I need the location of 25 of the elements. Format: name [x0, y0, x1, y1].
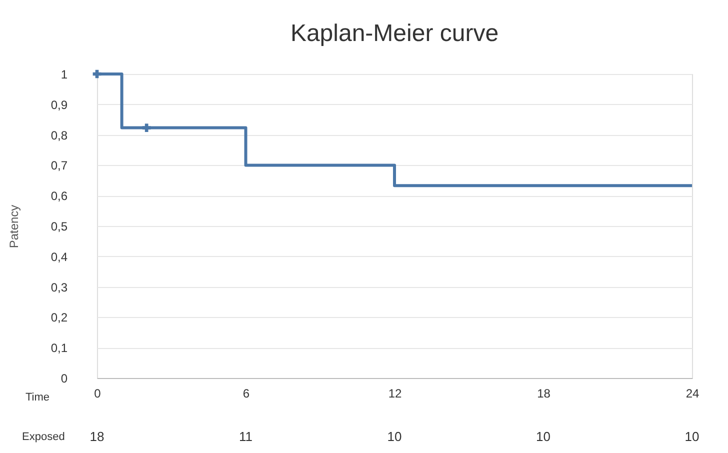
text: 11 [239, 429, 252, 444]
x-tick-label: 18 [537, 386, 551, 400]
y-tick-label: 0,8 [50, 128, 68, 142]
y-tick-label: 1 [60, 68, 68, 82]
x-tick-label: 0 [94, 386, 102, 400]
y-tick-label: 0,3 [50, 280, 68, 294]
y-tick-label: 0,4 [50, 250, 68, 264]
text: Exposed [22, 431, 65, 443]
y-tick-label: 0 [60, 372, 68, 386]
x-tick-label: 6 [242, 386, 250, 400]
y-tick-label: 0,6 [50, 189, 68, 204]
x-tick-label: 12 [388, 386, 402, 400]
chart-title: Kaplan-Meier curve [290, 20, 499, 47]
text: 10 [387, 429, 402, 444]
text: 10 [536, 429, 550, 444]
text: 18 [90, 429, 104, 444]
y-tick-label: 0,5 [50, 220, 68, 234]
y-tick-label: 0,9 [50, 98, 68, 112]
y-axis-title: Patency [6, 204, 21, 248]
text: 10 [684, 429, 700, 444]
y-tick-label: 0,2 [50, 310, 68, 325]
x-axis-title: Time [25, 392, 50, 404]
y-tick-label: 0,1 [50, 341, 68, 356]
x-tick-label: 24 [686, 386, 700, 400]
y-tick-label: 0,7 [50, 158, 68, 173]
